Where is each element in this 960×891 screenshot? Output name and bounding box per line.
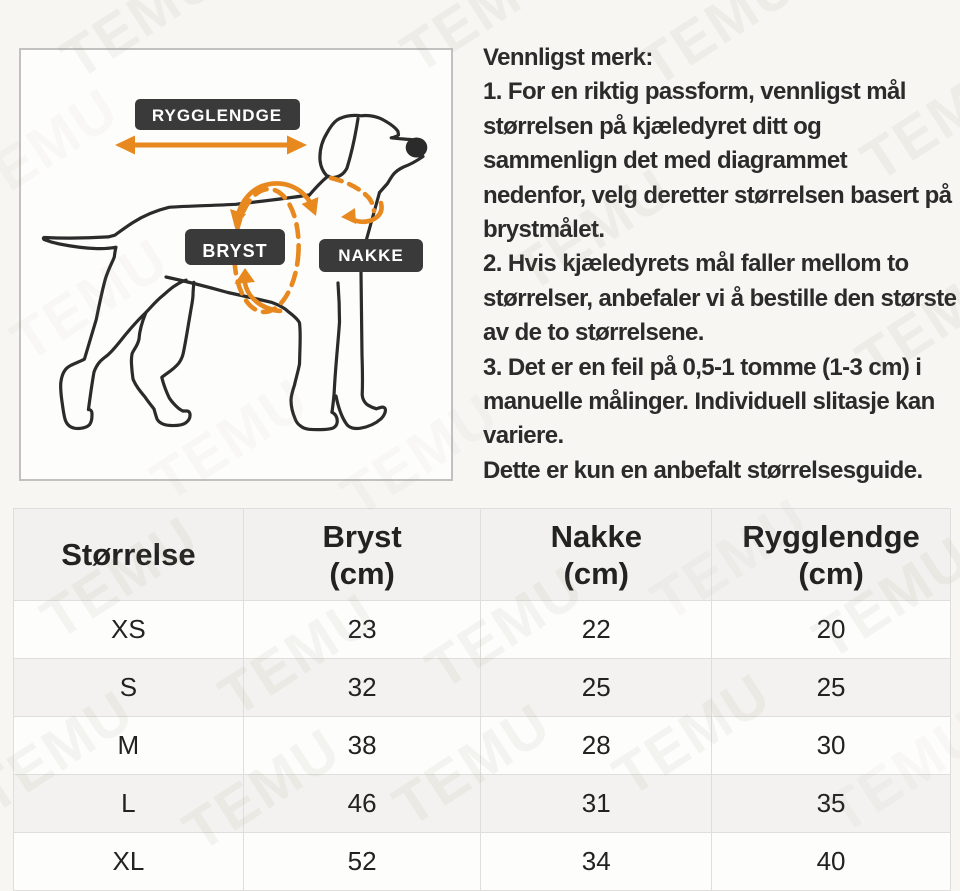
svg-text:NAKKE: NAKKE xyxy=(338,246,403,265)
svg-text:RYGGLENDGE: RYGGLENDGE xyxy=(152,106,282,125)
svg-text:BRYST: BRYST xyxy=(202,241,267,261)
